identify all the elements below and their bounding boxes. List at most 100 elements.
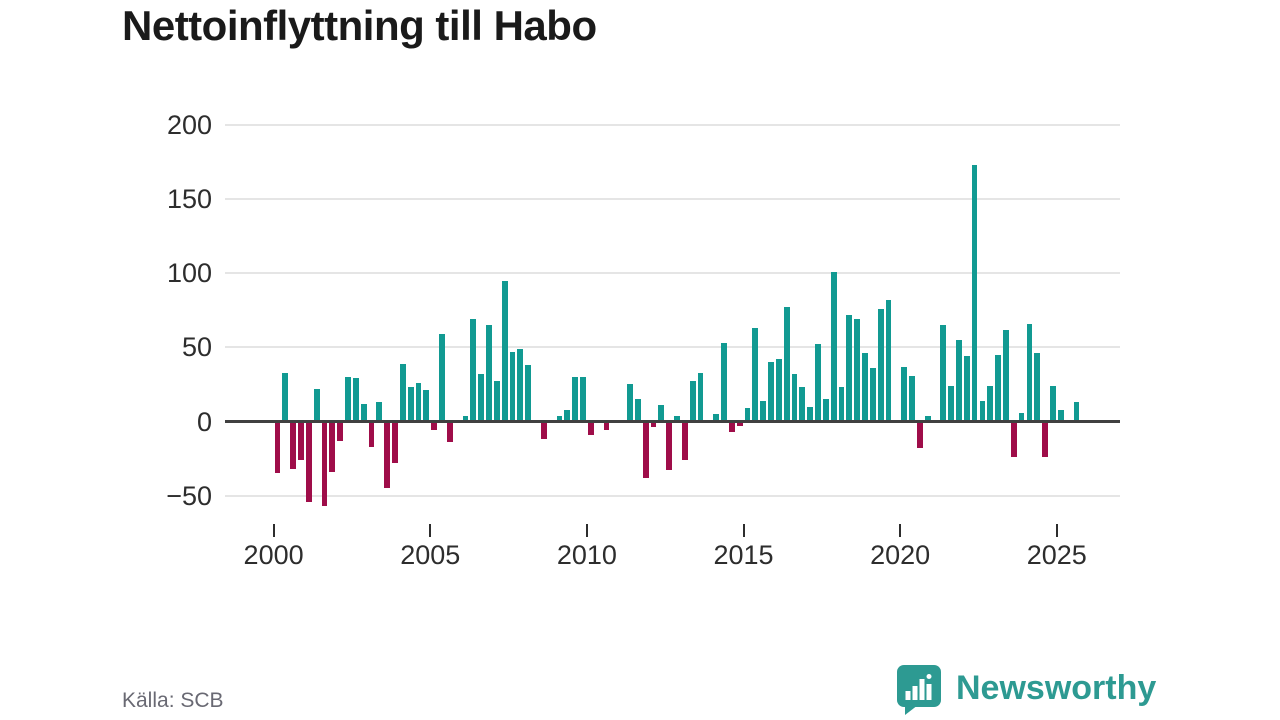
bar-2012-Q1: [650, 421, 657, 428]
bar-2000-Q4: [298, 421, 304, 461]
x-axis-label-2010: 2010: [556, 540, 617, 570]
bar-2011-Q3: [634, 399, 641, 422]
logo-exclamation-bar: [926, 684, 932, 700]
bar-2020-Q2: [909, 375, 915, 422]
gridline-150: [225, 198, 1120, 201]
bar-2024-Q1: [1026, 323, 1033, 422]
bar-2003-Q3: [384, 421, 391, 489]
x-axis-tick-2005: [429, 524, 432, 537]
bar-2003-Q1: [368, 421, 375, 447]
x-axis-tick-2020: [899, 524, 902, 537]
bar-2021-Q4: [956, 339, 962, 422]
bar-2023-Q1: [995, 354, 1001, 422]
bar-2016-Q3: [791, 374, 798, 422]
bar-2008-Q1: [525, 365, 532, 422]
bar-2021-Q3: [948, 385, 954, 422]
bar-2010-Q3: [603, 421, 610, 431]
x-axis-label-2020: 2020: [870, 540, 931, 570]
bar-2002-Q2: [345, 377, 351, 422]
bar-2023-Q4: [1018, 412, 1025, 422]
bar-2024-Q4: [1050, 385, 1056, 422]
bar-2001-Q4: [329, 421, 336, 472]
bar-2001-Q2: [313, 388, 320, 422]
gridline--50: [225, 494, 1120, 497]
logo-bar-1: [905, 691, 911, 700]
bar-2001-Q1: [305, 421, 312, 502]
bar-2015-Q2: [752, 328, 759, 422]
bar-2006-Q3: [478, 374, 485, 422]
bar-2012-Q2: [658, 405, 665, 422]
bar-2012-Q3: [666, 421, 673, 471]
y-axis-label-200: 200: [166, 109, 212, 140]
newsworthy-logo-text: Newsworthy: [956, 669, 1157, 707]
logo-bar-2: [912, 686, 918, 700]
bar-2018-Q3: [854, 319, 860, 422]
bar-2009-Q4: [580, 377, 586, 422]
bar-2017-Q1: [807, 406, 814, 422]
y-axis-label--50: −50: [166, 480, 212, 511]
bar-2017-Q4: [830, 271, 837, 422]
bar-2006-Q2: [470, 319, 477, 422]
bar-2024-Q2: [1034, 353, 1041, 422]
bar-2020-Q4: [924, 415, 931, 422]
bar-2018-Q2: [846, 314, 853, 422]
bar-2004-Q2: [407, 387, 414, 422]
bar-2007-Q4: [517, 348, 524, 422]
gridline-200: [225, 123, 1120, 126]
bar-2007-Q2: [501, 280, 508, 422]
bar-2019-Q2: [877, 308, 884, 422]
bar-2004-Q1: [399, 363, 406, 422]
logo-bar-3: [919, 679, 925, 700]
bar-2016-Q2: [783, 307, 790, 422]
bar-2012-Q4: [674, 415, 680, 422]
gridline-50: [225, 346, 1120, 349]
bar-2000-Q2: [282, 372, 289, 422]
x-axis-tick-2000: [272, 524, 275, 537]
bar-2015-Q3: [760, 400, 767, 422]
bar-2023-Q3: [1010, 421, 1017, 458]
x-axis-tick-2025: [1055, 524, 1058, 537]
bar-2005-Q2: [439, 334, 445, 422]
bar-2000-Q3: [290, 421, 297, 469]
bar-2014-Q2: [721, 342, 727, 422]
bar-2013-Q2: [689, 381, 696, 422]
x-axis-label-2025: 2025: [1026, 540, 1087, 570]
bar-2006-Q1: [462, 415, 469, 422]
bar-2014-Q1: [713, 414, 720, 422]
x-axis-label-2015: 2015: [713, 540, 774, 570]
bar-2003-Q2: [376, 402, 383, 422]
bar-2015-Q4: [768, 362, 774, 422]
y-axis-label-100: 100: [166, 258, 212, 289]
bar-2017-Q2: [815, 344, 821, 422]
bar-2025-Q1: [1057, 409, 1064, 422]
bar-2003-Q4: [392, 421, 398, 464]
bar-2005-Q1: [431, 421, 438, 431]
gridline-100: [225, 272, 1120, 275]
x-axis-label-2005: 2005: [400, 540, 461, 570]
bar-2018-Q1: [838, 387, 845, 422]
bar-2002-Q4: [360, 403, 367, 422]
bar-2010-Q1: [587, 421, 594, 435]
y-axis-label-50: 50: [181, 332, 212, 363]
bar-2019-Q1: [869, 368, 876, 422]
bar-2015-Q1: [744, 408, 751, 422]
bar-2004-Q3: [415, 382, 422, 422]
bar-2016-Q1: [775, 359, 782, 422]
bar-2006-Q4: [486, 325, 492, 422]
bar-2022-Q1: [963, 356, 970, 422]
newsworthy-branding: Newsworthy: [897, 665, 1156, 715]
bar-2008-Q3: [540, 421, 547, 440]
y-axis-label-0: 0: [196, 406, 212, 437]
bar-2024-Q3: [1042, 421, 1048, 458]
bar-2011-Q4: [642, 421, 649, 478]
bar-2007-Q1: [493, 381, 500, 422]
bar-2021-Q2: [940, 325, 947, 422]
bar-2022-Q3: [979, 400, 986, 422]
bar-2014-Q4: [736, 421, 743, 426]
x-axis-tick-2010: [585, 524, 588, 537]
bar-2011-Q2: [627, 384, 633, 422]
bar-2001-Q3: [321, 421, 328, 507]
bar-2000-Q1: [274, 421, 281, 474]
